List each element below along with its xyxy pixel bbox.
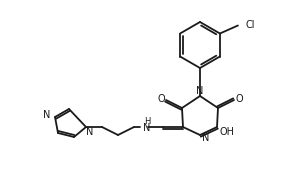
Text: N: N bbox=[196, 86, 204, 96]
Text: O: O bbox=[235, 94, 243, 104]
Text: N: N bbox=[202, 133, 210, 143]
Text: N: N bbox=[86, 127, 94, 137]
Text: Cl: Cl bbox=[246, 19, 255, 30]
Text: H: H bbox=[144, 118, 150, 127]
Text: OH: OH bbox=[219, 127, 235, 137]
Text: N: N bbox=[43, 110, 50, 120]
Text: N: N bbox=[143, 123, 151, 133]
Text: O: O bbox=[157, 94, 165, 104]
